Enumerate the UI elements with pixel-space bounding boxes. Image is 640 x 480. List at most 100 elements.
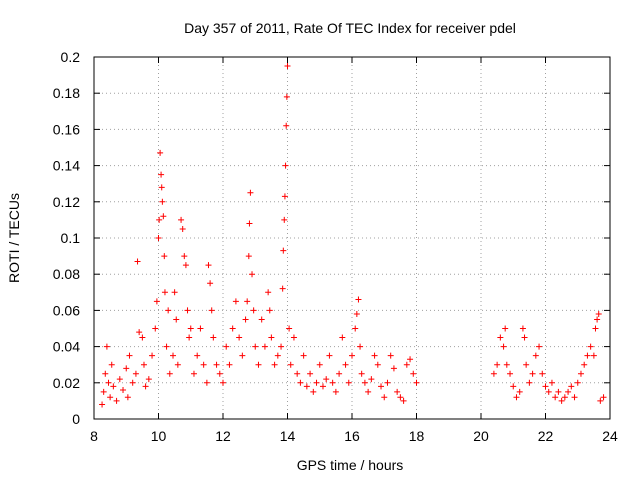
data-point-marker [600,394,607,401]
y-axis-ticks: 0 0.02 0.04 0.06 0.08 0.1 0.12 0.14 0.16 0.18 0.2 [53,49,610,427]
y-tick-label: 0.08 [53,266,80,282]
data-point-marker [226,361,233,368]
data-point-marker [142,383,149,390]
data-point-marker [381,394,388,401]
data-point-marker [108,361,115,368]
data-point-marker [510,383,517,390]
y-tick-label: 0 [72,411,80,427]
data-point-marker [280,247,287,254]
data-point-marker [247,189,254,196]
data-point-marker [99,401,106,408]
data-point-marker [290,334,297,341]
y-tick-label: 0.12 [53,194,80,210]
y-tick-label: 0.06 [53,302,80,318]
data-point-marker [300,352,307,359]
data-point-marker [342,361,349,368]
data-point-marker [323,376,330,383]
data-point-marker [245,253,252,260]
data-point-marker [329,379,336,386]
y-tick-label: 0.2 [61,49,81,65]
data-point-marker [210,334,217,341]
data-point-marker [153,298,160,305]
x-tick-label: 20 [473,428,489,444]
data-point-marker [166,370,173,377]
data-point-marker [242,316,249,323]
data-point-marker [555,388,562,395]
data-point-marker [120,387,127,394]
x-tick-label: 14 [280,428,296,444]
data-point-marker [156,216,163,223]
x-tick-label: 24 [602,428,618,444]
data-point-marker [523,361,530,368]
data-point-marker [250,307,257,314]
data-point-marker [161,289,168,296]
data-point-marker [278,343,285,350]
data-point-marker [132,370,139,377]
data-point-marker [574,379,581,386]
data-point-marker [297,379,304,386]
data-point-marker [171,289,178,296]
data-point-marker [158,171,165,178]
data-point-marker [494,361,501,368]
data-point-marker [539,370,546,377]
data-point-marker [507,370,514,377]
data-point-marker [181,253,188,260]
data-point-marker [161,253,168,260]
chart-title: Day 357 of 2011, Rate Of TEC Index for r… [184,20,516,36]
data-point-marker [163,343,170,350]
data-point-marker [349,352,355,359]
data-point-marker [410,370,417,377]
data-point-marker [244,298,251,305]
data-point-marker [271,361,278,368]
data-points [99,63,607,408]
data-point-marker [284,63,291,70]
data-point-marker [134,258,141,265]
data-point-marker [282,162,289,169]
data-point-marker [587,343,594,350]
data-point-marker [281,193,288,200]
data-point-marker [229,325,236,332]
data-point-marker [258,316,265,323]
data-point-marker [182,262,189,269]
data-point-marker [310,388,317,395]
data-point-marker [170,352,177,359]
data-point-marker [319,383,326,390]
data-point-marker [232,298,239,305]
x-axis-label: GPS time / hours [297,457,404,473]
data-point-marker [568,383,575,390]
grid-lines [94,57,610,419]
data-point-marker [352,325,359,332]
data-point-marker [126,352,133,359]
data-point-marker [213,361,220,368]
data-point-marker [374,361,381,368]
data-point-marker [197,325,204,332]
data-point-marker [519,325,526,332]
data-point-marker [597,397,604,404]
data-point-marker [265,289,272,296]
data-point-marker [497,334,504,341]
x-tick-label: 10 [151,428,167,444]
data-point-marker [184,307,191,314]
data-point-marker [220,379,226,386]
data-point-marker [536,343,543,350]
data-point-marker [140,361,147,368]
data-point-marker [403,361,410,368]
data-point-marker [516,388,523,395]
data-point-marker [145,376,152,383]
data-point-marker [592,325,599,332]
data-point-marker [503,361,510,368]
data-point-marker [187,325,194,332]
data-point-marker [521,334,528,341]
data-point-marker [542,383,549,390]
data-point-marker [286,325,293,332]
data-point-marker [394,388,401,395]
data-point-marker [571,394,578,401]
data-point-marker [287,361,294,368]
data-point-marker [158,184,165,191]
x-axis-ticks: 8 10 12 14 16 18 20 22 24 [90,57,618,444]
data-point-marker [529,370,536,377]
data-point-marker [545,388,552,395]
data-point-marker [584,352,591,359]
data-point-marker [294,370,301,377]
